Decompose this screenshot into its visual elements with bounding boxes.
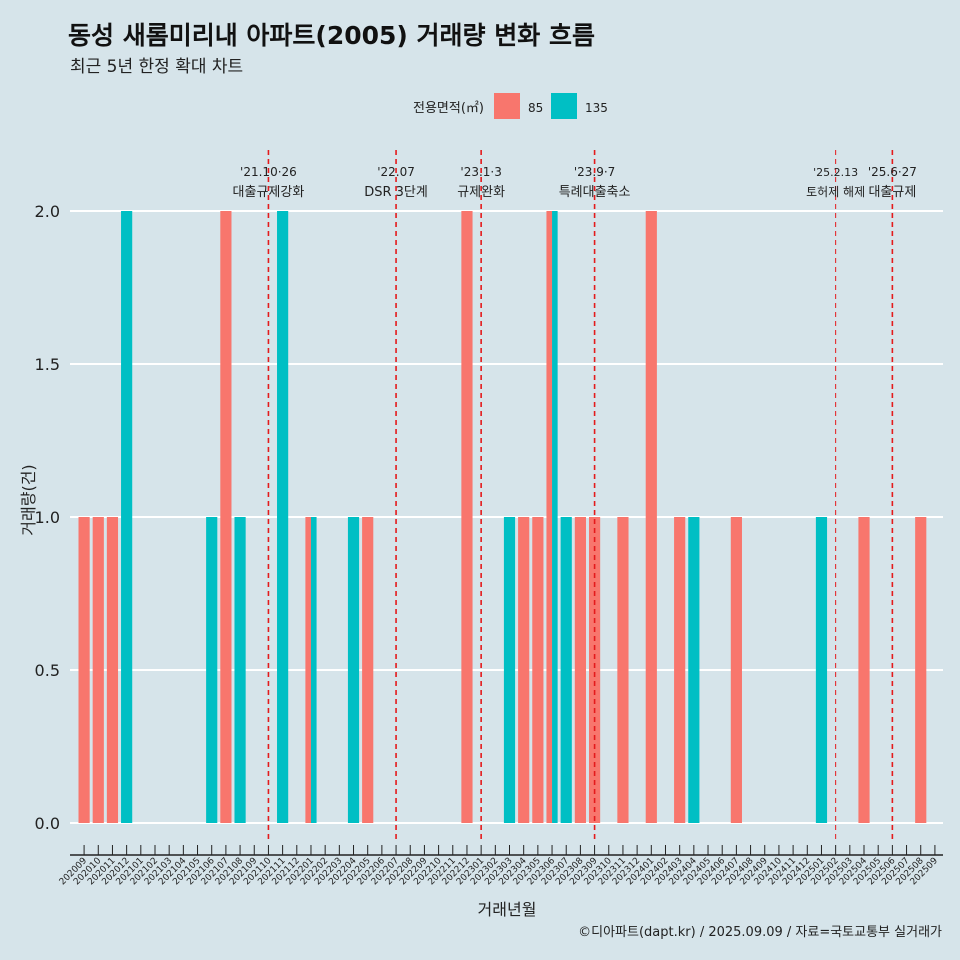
bar-85-202508 [915, 517, 927, 823]
bar-135-202111 [277, 211, 289, 823]
event-label: 특례대출축소 [559, 185, 631, 200]
event-label: 토허제 해제 [806, 185, 865, 199]
bars [78, 211, 927, 823]
bar-85-202306 [546, 211, 553, 823]
event-markers: '21.10·26 대출규제강화 '22.07 DSR 3단계 '23.1·3 규제완화 '… [233, 150, 917, 843]
y-axis-title: 거래량(건) [19, 464, 38, 535]
event-date-label: '23.1·3 [460, 165, 501, 179]
legend-title: 전용면적(㎡) [413, 101, 484, 116]
bar-85-202407 [730, 517, 742, 823]
event-date-label: '21.10·26 [240, 165, 297, 179]
bar-85-202308 [574, 517, 586, 823]
y-tick-label: 0.5 [35, 661, 60, 680]
event-date-label: '23.9·7 [574, 165, 615, 179]
chart-subtitle: 최근 5년 한정 확대 차트 [70, 57, 244, 77]
bar-135-202201 [310, 517, 317, 823]
bar-85-202107 [220, 211, 232, 823]
bar-135-202108 [234, 517, 246, 823]
event-label: 대출규제강화 [233, 185, 305, 200]
bar-135-202404 [688, 517, 700, 823]
y-tick-label: 1.0 [35, 508, 60, 527]
event-label: 규제완화 [457, 185, 505, 200]
bar-85-202304 [518, 517, 530, 823]
bar-135-202106 [206, 517, 218, 823]
legend: 전용면적(㎡) 85 135 [413, 93, 608, 119]
legend-label: 135 [585, 101, 608, 115]
y-tick-label: 1.5 [35, 355, 60, 374]
y-tick-label: 2.0 [35, 202, 60, 221]
event-date-label: '22.07 [377, 165, 415, 179]
bar-85-202205 [362, 517, 374, 823]
x-axis-title: 거래년월 [478, 900, 537, 919]
bar-85-202010 [92, 517, 104, 823]
legend-swatch-85 [494, 93, 520, 119]
legend-swatch-135 [551, 93, 577, 119]
bar-85-202201 [305, 517, 311, 823]
x-axis: 2020092020102020112020122021012021022021… [58, 845, 943, 887]
source-caption: ©디아파트(dapt.kr) / 2025.09.09 / 자료=국토교통부 실… [578, 925, 942, 940]
event-label: 대출규제 [868, 185, 916, 200]
bar-135-202012 [121, 211, 133, 823]
bar-85-202311 [617, 517, 629, 823]
bar-85-202403 [674, 517, 686, 823]
bar-135-202307 [560, 517, 572, 823]
event-label: DSR 3단계 [364, 185, 428, 200]
bar-85-202309 [588, 517, 601, 823]
bar-135-202204 [347, 517, 360, 823]
y-axis-ticks: 0.0 0.5 1.0 1.5 2.0 [35, 202, 60, 833]
chart-title: 동성 새롬미리내 아파트(2005) 거래량 변화 흐름 [68, 21, 595, 50]
event-date-label: '25.6·27 [868, 165, 917, 179]
bar-135-202303 [503, 517, 516, 823]
bar-135-202501 [815, 517, 828, 823]
bar-85-202011 [106, 517, 119, 823]
bar-85-202401 [645, 211, 657, 823]
bar-135-202306 [552, 211, 558, 823]
legend-label: 85 [528, 101, 543, 115]
bar-85-202009 [78, 517, 90, 823]
bar-85-202305 [532, 517, 544, 823]
bar-85-202504 [858, 517, 870, 823]
bar-85-202212 [461, 211, 473, 823]
event-date-label: '25.2.13 [813, 166, 858, 179]
y-tick-label: 0.0 [35, 814, 60, 833]
